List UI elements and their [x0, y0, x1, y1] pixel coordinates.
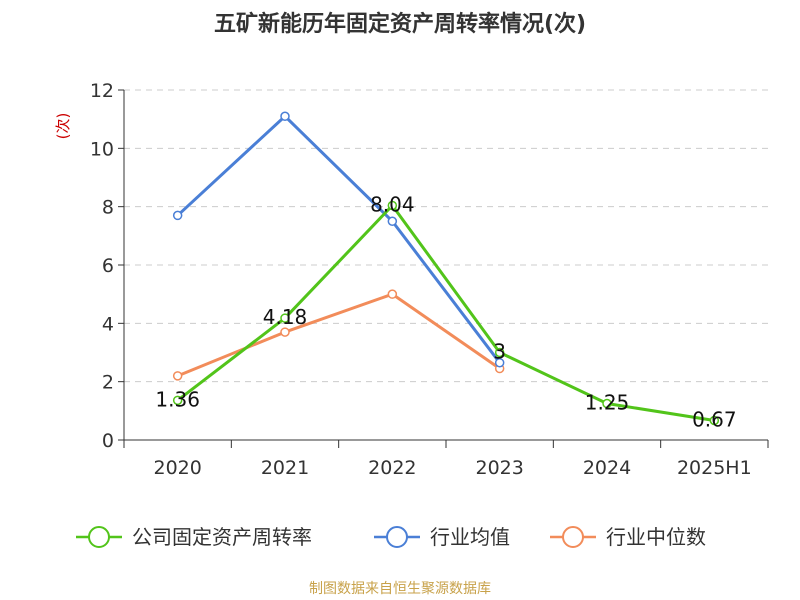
y-tick-label: 8 — [102, 197, 114, 219]
series-line — [177, 292, 501, 378]
legend-item: 公司固定资产周转率 — [76, 525, 312, 549]
data-point — [280, 313, 290, 323]
legend: 公司固定资产周转率 行业均值 行业中位数 — [76, 525, 706, 549]
x-tick-label: 2023 — [475, 457, 523, 479]
series-line — [176, 114, 501, 364]
axes: 0 2 4 6 8 10 12 2020 2021 2022 2023 2024 2025H1 — [90, 80, 769, 479]
chart-title: 五矿新能历年固定资产周转率情况(次) — [213, 12, 587, 37]
x-tick-label: 2022 — [368, 457, 416, 479]
data-point — [602, 398, 612, 409]
y-axis-label: (次) — [54, 113, 72, 140]
legend-marker — [386, 526, 408, 548]
data-point — [172, 371, 183, 381]
series-group: 1.36 4.18 8.04 3 1.25 0.67 — [155, 111, 737, 431]
legend-label: 行业中位数 — [606, 525, 706, 549]
data-label: 1.36 — [155, 387, 200, 411]
grid-lines — [124, 89, 768, 383]
data-label: 1.25 — [585, 391, 630, 415]
data-label: 0.67 — [692, 407, 737, 431]
x-tick-label: 2024 — [583, 457, 631, 479]
legend-marker — [562, 526, 584, 548]
x-tick-label: 2025H1 — [677, 457, 752, 479]
y-tick-label: 2 — [102, 372, 114, 394]
y-tick-label: 6 — [102, 255, 114, 277]
data-label: 8.04 — [370, 193, 415, 217]
data-point — [494, 347, 505, 358]
y-tick-label: 0 — [102, 430, 114, 452]
data-point — [387, 289, 398, 299]
data-point — [387, 216, 398, 226]
data-label: 4.18 — [263, 305, 308, 329]
data-point — [387, 200, 398, 211]
legend-marker — [88, 526, 110, 548]
data-point — [280, 111, 290, 121]
legend-label: 行业均值 — [430, 525, 510, 549]
series-line — [176, 204, 715, 422]
legend-item: 行业均值 — [374, 525, 510, 549]
y-tick-label: 12 — [90, 80, 114, 102]
data-point — [172, 395, 183, 406]
data-point — [494, 357, 505, 368]
data-point — [709, 415, 720, 426]
legend-label: 公司固定资产周转率 — [132, 525, 312, 549]
data-point — [280, 327, 290, 337]
y-tick-label: 4 — [102, 313, 114, 335]
data-label: 3 — [493, 340, 506, 364]
data-point — [172, 210, 183, 221]
x-tick-label: 2021 — [261, 457, 309, 479]
y-tick-label: 10 — [90, 138, 114, 160]
data-source-note: 制图数据来自恒生聚源数据库 — [309, 581, 491, 597]
x-tick-label: 2020 — [153, 457, 201, 479]
legend-item: 行业中位数 — [550, 525, 706, 549]
